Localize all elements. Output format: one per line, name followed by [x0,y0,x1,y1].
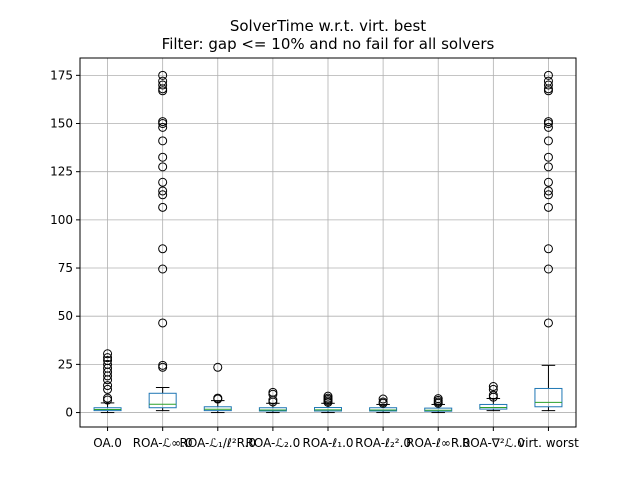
y-tick-label: 100 [50,213,73,227]
grid-lines [80,58,576,427]
outlier-point [543,186,553,196]
box-group [479,382,508,412]
box-iqr [148,392,177,409]
outlier-point [158,318,168,328]
chart-subtitle: Filter: gap <= 10% and no fail for all s… [162,35,495,53]
boxes [93,70,563,414]
outlier-point [103,393,113,403]
outlier-point [158,80,168,90]
box-group [424,394,453,414]
x-tick-label: ROA-ℓ₁.0 [302,436,353,450]
outlier-point [323,391,333,401]
outlier-point [158,190,168,200]
outlier-point [103,359,113,369]
outlier-point [158,117,168,127]
outlier-point [543,80,553,90]
x-tick-label: ROA-ℓ∞R.0 [406,436,470,450]
outlier-point [433,394,443,404]
plot-frame [79,57,577,428]
outlier-point [158,177,168,187]
outlier-point [268,387,278,397]
outlier-point [103,384,113,394]
y-tick-label: 75 [58,261,73,275]
outlier-point [158,186,168,196]
y-tick-label: 175 [50,68,73,82]
outlier-point [158,76,168,86]
outlier-point [103,381,113,391]
box-iqr [534,387,563,408]
chart-title: SolverTime w.r.t. virt. best [230,17,426,35]
outlier-point [543,122,553,132]
outlier-point [103,349,113,359]
outlier-point [543,244,553,254]
outlier-point [488,390,498,400]
x-tick-label: ROA-∇²ℒ.0 [462,436,525,450]
y-tick-label: 25 [58,357,73,371]
outlier-point [158,360,168,370]
box-group [203,362,232,414]
box-iqr [479,403,508,410]
box-iqr [314,407,342,412]
box-iqr [258,407,287,412]
x-tick-label: ROA-ℒ₁/ℓ²R.0 [180,436,256,450]
box-iqr [203,406,232,412]
x-tick-label: ROA-ℓ₂².0 [355,436,411,450]
outlier-point [213,393,223,403]
y-tick-label: 125 [50,165,73,179]
outlier-point [543,190,553,200]
outlier-point [158,162,168,172]
outlier-point [158,122,168,132]
outlier-point [488,382,498,392]
outlier-point [378,397,388,407]
outlier-point [543,76,553,86]
box-group [534,70,563,412]
outlier-point [103,356,113,366]
outlier-point [543,264,553,274]
outlier-point [378,394,388,404]
outlier-point [103,353,113,363]
outlier-point [543,70,553,80]
y-tick-label: 0 [65,406,73,420]
outlier-point [158,70,168,80]
outlier-point [543,162,553,172]
outlier-point [543,117,553,127]
x-tick-label: OA.0 [93,436,122,450]
outlier-point [543,136,553,146]
axes: 0 25 50 75 100 125 150 175 OA.0 ROA-ℒ∞.0ROA-ℒ₁/ℓ²… [50,68,579,450]
outlier-point [543,152,553,162]
outlier-point [213,362,223,372]
x-tick-label: ROA-ℒ∞.0 [133,436,193,450]
box-group [93,349,122,414]
box-iqr [424,407,453,412]
x-tick-label: ROA-ℒ₂.0 [246,436,301,450]
y-tick-label: 150 [50,117,73,131]
box-group [314,391,342,414]
outlier-point [158,136,168,146]
outlier-point [158,244,168,254]
box-group [369,394,398,414]
y-tick-label: 50 [58,309,73,323]
box-group [258,387,287,414]
box-group [148,70,177,412]
outlier-point [158,202,168,212]
x-tick-label: virt. worst [518,436,579,450]
outlier-point [488,384,498,394]
outlier-point [543,318,553,328]
outlier-point [543,177,553,187]
outlier-point [543,202,553,212]
outlier-point [158,264,168,274]
outlier-point [158,152,168,162]
